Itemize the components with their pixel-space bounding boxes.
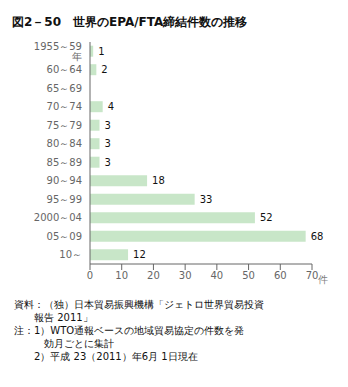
html-text:資料：（独）日本貿易振興機構「ジェトロ世界貿易投資: 資料：（独）日本貿易振興機構「ジェトロ世界貿易投資 [14,299,264,310]
svg-text:70: 70 [306,270,319,281]
svg-text:3: 3 [105,120,111,131]
svg-text:60～64: 60～64 [47,64,82,75]
svg-text:2: 2 [101,64,107,75]
svg-text:20: 20 [147,270,160,281]
html-text:2）平成 23（2011）年6月 1日現在: 2）平成 23（2011）年6月 1日現在 [14,351,198,362]
svg-text:1955～59年: 1955～59年 [34,41,82,62]
svg-text:30: 30 [179,270,192,281]
svg-text:85～89: 85～89 [47,157,82,168]
html-text:効月ごとに集計: 効月ごとに集計 [14,338,114,349]
svg-text:12: 12 [133,249,146,260]
svg-text:50: 50 [242,270,255,281]
svg-text:90～94: 90～94 [47,175,82,186]
svg-text:33: 33 [200,194,213,205]
svg-text:3: 3 [105,157,111,168]
svg-text:4: 4 [108,101,114,112]
html-text:注：1）WTO通報ベースの地域貿易協定の件数を発: 注：1）WTO通報ベースの地域貿易協定の件数を発 [14,325,245,336]
svg-text:10: 10 [115,270,128,281]
html-text:図2－50 世界のEPA/FTA締結件数の推移: 図2－50 世界のEPA/FTA締結件数の推移 [12,15,248,29]
svg-text:70～74: 70～74 [47,101,82,112]
svg-text:40: 40 [210,270,223,281]
svg-text:80～84: 80～84 [47,138,82,149]
svg-text:1: 1 [98,46,104,57]
svg-text:件: 件 [318,274,328,285]
svg-text:2000～04: 2000～04 [34,212,82,223]
svg-text:10～: 10～ [59,249,82,260]
svg-text:52: 52 [260,212,273,223]
svg-text:95～99: 95～99 [47,194,82,205]
svg-text:05～09: 05～09 [47,231,82,242]
html-text:報告 2011」: 報告 2011」 [14,312,93,323]
svg-text:68: 68 [311,231,324,242]
svg-text:75～79: 75～79 [47,120,82,131]
svg-text:3: 3 [105,138,111,149]
svg-text:65～69: 65～69 [47,83,82,94]
svg-text:18: 18 [152,175,165,186]
svg-text:0: 0 [87,270,93,281]
svg-text:60: 60 [274,270,287,281]
